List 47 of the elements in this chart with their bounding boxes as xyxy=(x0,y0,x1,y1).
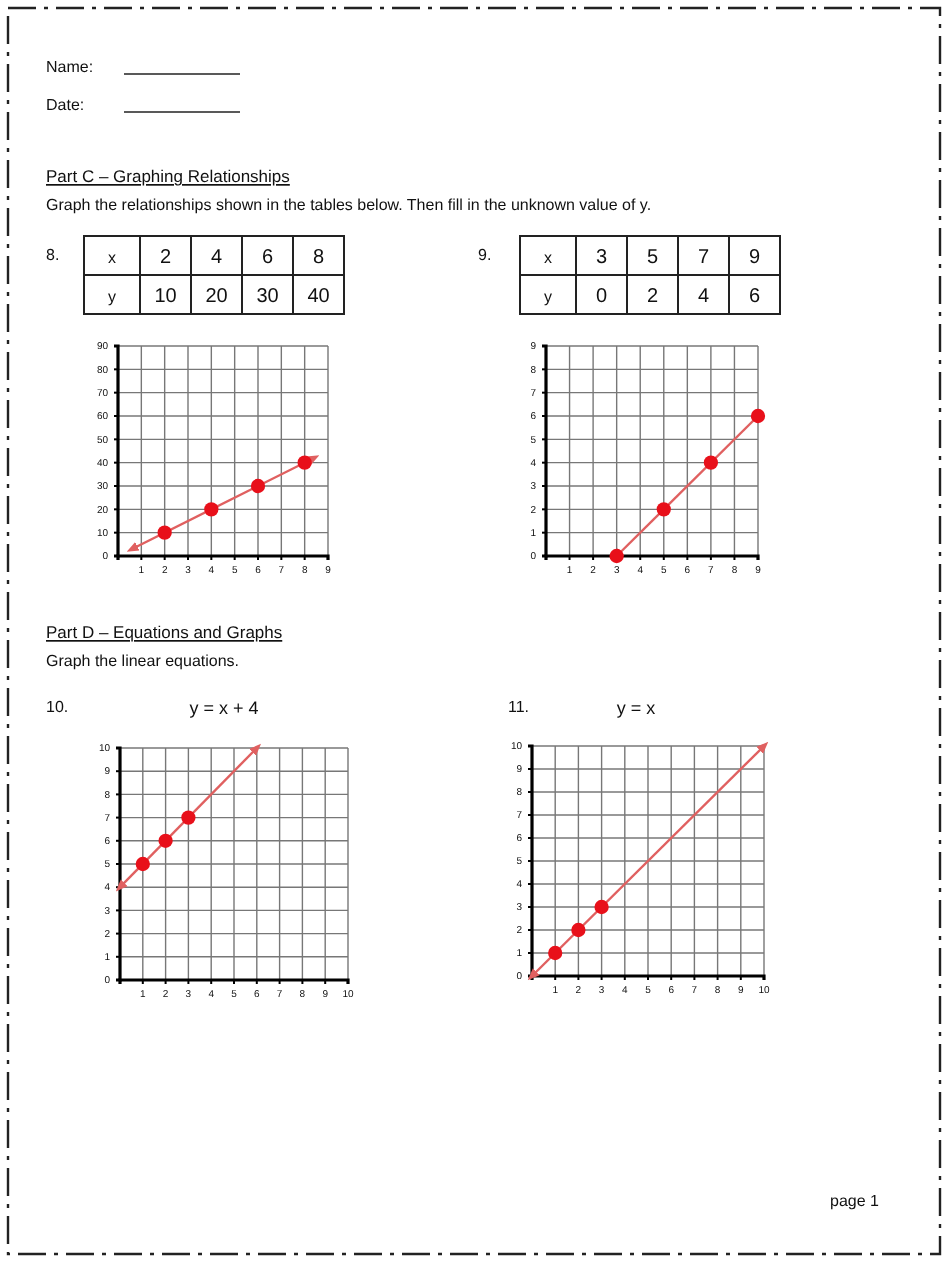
text: Graph the linear equations. xyxy=(46,652,240,670)
text: 3 xyxy=(595,246,608,269)
text: page 1 xyxy=(830,1192,881,1210)
point xyxy=(548,945,563,961)
text: 9 xyxy=(748,246,761,269)
text: Date: xyxy=(46,96,85,114)
text: Name: xyxy=(46,58,94,76)
text: 40 xyxy=(307,285,331,308)
chart-title: y = x + 4 xyxy=(189,698,259,718)
point xyxy=(609,548,624,564)
text: 2 xyxy=(646,285,659,308)
point xyxy=(135,856,150,872)
text: Part C – Graphing Relationships xyxy=(46,166,290,186)
text: 6 xyxy=(748,285,761,308)
point xyxy=(594,899,609,915)
point xyxy=(571,922,586,938)
text: 10 xyxy=(154,285,178,308)
point xyxy=(656,502,671,517)
text: x xyxy=(108,248,116,267)
text: 5 xyxy=(646,246,659,269)
text: 8. xyxy=(46,246,60,264)
text: 8 xyxy=(312,246,325,269)
text: 9. xyxy=(478,246,492,264)
text: 6 xyxy=(261,246,274,269)
text: 20 xyxy=(205,285,229,308)
text: 30 xyxy=(256,285,280,308)
text: y xyxy=(544,287,552,306)
chart-title: y = x xyxy=(616,698,657,718)
text: 11. xyxy=(508,698,530,716)
text: 7 xyxy=(697,246,710,269)
text: Part D – Equations and Graphs xyxy=(46,622,283,642)
text: Graph the relationships shown in the tables below. Then fill in the unknown value of y. xyxy=(46,196,652,214)
point xyxy=(250,478,266,494)
point xyxy=(181,810,196,825)
text: 2 xyxy=(159,246,172,269)
point xyxy=(750,408,766,424)
text: x xyxy=(544,248,552,267)
text: 4 xyxy=(210,246,223,269)
point xyxy=(158,833,173,848)
point xyxy=(297,455,312,470)
text: 10. xyxy=(46,698,69,716)
text: 4 xyxy=(697,285,710,308)
point xyxy=(204,502,219,517)
text: 0 xyxy=(595,285,608,308)
point xyxy=(157,525,172,540)
text: y xyxy=(108,287,116,306)
point xyxy=(703,455,719,470)
